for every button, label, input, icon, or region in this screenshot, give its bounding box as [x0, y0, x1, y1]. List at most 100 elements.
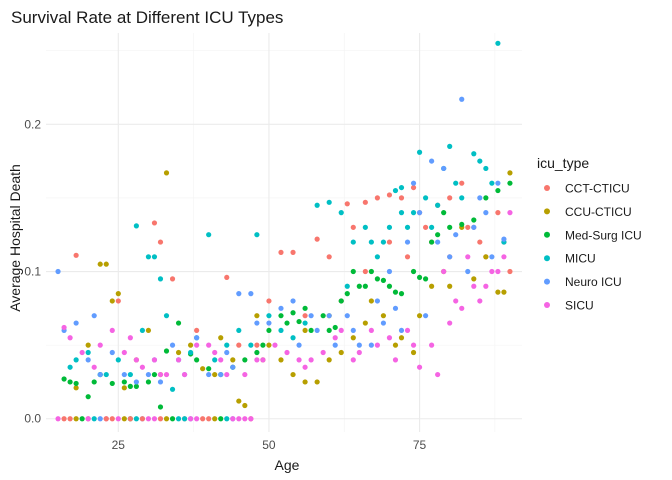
data-point [236, 416, 242, 422]
data-point [188, 342, 194, 348]
data-point [471, 217, 477, 223]
data-point [194, 357, 200, 363]
data-point [85, 342, 91, 348]
data-point [350, 327, 356, 334]
data-point [127, 335, 133, 341]
data-point [404, 239, 411, 245]
data-point [103, 371, 109, 378]
data-point [127, 383, 133, 389]
data-point [175, 349, 182, 356]
data-point [145, 371, 152, 378]
data-point [224, 416, 230, 422]
data-point [278, 357, 284, 363]
data-point [194, 327, 200, 334]
data-point [278, 313, 284, 319]
data-point [290, 298, 296, 304]
data-point [79, 416, 85, 422]
data-point [416, 364, 423, 370]
data-point [163, 348, 170, 354]
data-point [429, 224, 435, 230]
data-point [242, 402, 248, 409]
data-point [85, 394, 91, 400]
data-point [326, 327, 332, 334]
data-point [362, 268, 368, 275]
data-point [212, 416, 218, 422]
data-point [302, 313, 308, 319]
data-point [284, 320, 290, 326]
data-point [435, 202, 441, 208]
data-point [477, 239, 483, 245]
data-point [410, 210, 417, 216]
data-point [163, 371, 170, 378]
data-point [483, 283, 489, 289]
data-point [236, 291, 242, 297]
data-point [236, 398, 242, 404]
data-point [242, 416, 248, 422]
data-point [495, 210, 501, 216]
data-point [386, 283, 393, 289]
data-point [151, 371, 158, 378]
data-point [194, 342, 200, 348]
data-point [447, 143, 453, 149]
data-point [453, 232, 459, 238]
data-point [344, 313, 350, 319]
legend-label: SICU [565, 299, 594, 313]
data-point [206, 416, 212, 422]
data-point [230, 416, 236, 422]
data-point [218, 335, 224, 341]
data-point [188, 416, 194, 422]
data-point [212, 349, 218, 356]
data-point [362, 224, 368, 230]
data-point [55, 268, 61, 275]
data-point [121, 349, 127, 356]
data-point [67, 364, 73, 370]
data-point [206, 371, 212, 378]
data-point [483, 210, 489, 216]
data-point [169, 342, 176, 348]
data-point [392, 357, 399, 363]
data-point [441, 210, 447, 216]
legend-label: CCU-CTICU [565, 205, 632, 219]
data-point [465, 254, 471, 260]
data-point [133, 379, 139, 385]
data-point [296, 318, 302, 325]
data-point [356, 349, 362, 356]
data-point [248, 342, 254, 348]
legend-key [544, 302, 550, 308]
data-point [157, 416, 164, 422]
data-point [350, 268, 356, 275]
data-point [374, 342, 380, 348]
data-point [115, 357, 121, 363]
data-point [356, 342, 362, 348]
data-point [350, 357, 356, 363]
legend-key [544, 231, 550, 238]
data-point [115, 298, 121, 304]
data-point [194, 416, 200, 422]
data-point [163, 416, 170, 422]
data-point [175, 320, 182, 326]
data-point [163, 170, 170, 176]
data-point [133, 357, 139, 363]
data-point [127, 371, 133, 378]
data-point [254, 313, 260, 319]
data-point [121, 371, 127, 378]
data-point [386, 335, 393, 341]
data-point [284, 349, 290, 356]
data-points [55, 40, 513, 422]
data-point [91, 313, 97, 319]
data-point [97, 416, 103, 422]
data-point [447, 224, 453, 230]
data-point [79, 349, 85, 356]
data-point [380, 320, 387, 326]
data-point [416, 210, 423, 216]
data-point [410, 342, 417, 348]
data-point [410, 349, 417, 356]
data-point [338, 349, 344, 356]
data-point [453, 298, 459, 304]
data-point [314, 379, 320, 385]
data-point [471, 224, 477, 230]
data-point [507, 170, 513, 176]
data-point [290, 371, 296, 378]
data-point [422, 276, 429, 282]
data-point [61, 416, 67, 422]
